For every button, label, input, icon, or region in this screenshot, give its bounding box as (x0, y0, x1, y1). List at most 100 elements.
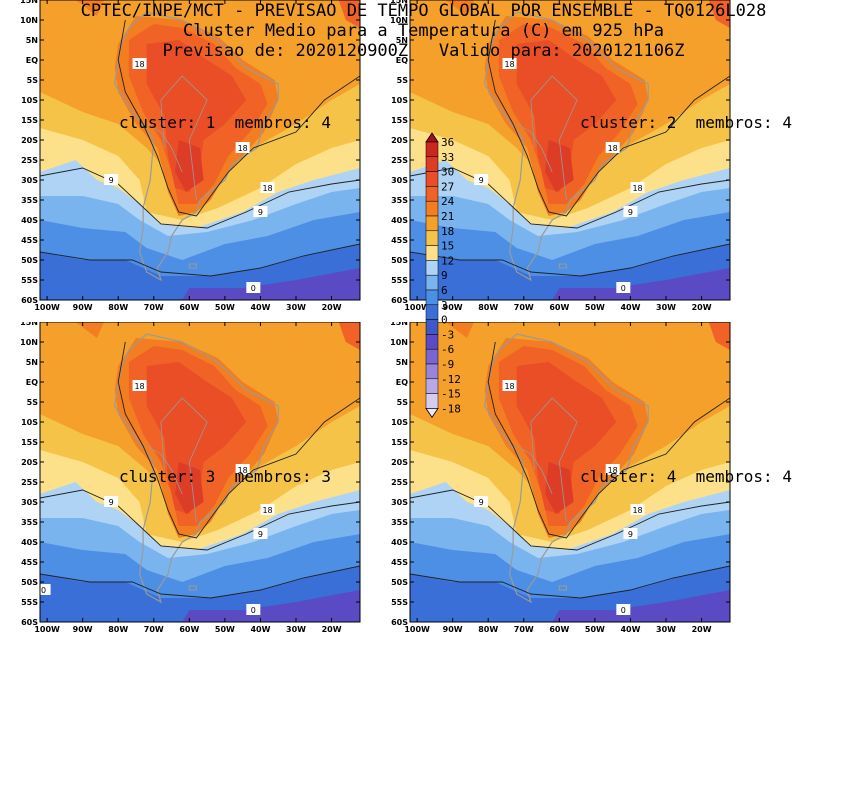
lon-label: 30W (286, 303, 306, 312)
colorbar-arrow-bottom (425, 407, 439, 419)
lat-label: 30S (21, 176, 38, 185)
temp-band-24-africa (708, 0, 730, 28)
contour-label-bg (474, 496, 489, 507)
contour-label-bg (40, 584, 51, 595)
contour-0 (40, 243, 360, 277)
contour-label: 18 (134, 60, 144, 69)
contour-18 (487, 341, 730, 539)
cluster-map: 18 18 18 9 9 0 15N 10N 5N EQ 5S 10S 15S 20S 25S 30S 35S 4… (390, 318, 731, 634)
lat-label: 5N (26, 36, 38, 45)
contour-label-bg (605, 464, 620, 475)
lat-label: 40S (391, 538, 408, 547)
contour-label-bg (104, 496, 119, 507)
contour-label: 18 (504, 382, 514, 391)
lon-label: 70W (514, 625, 534, 634)
lat-label: 45S (391, 236, 408, 245)
lon-label: 40W (250, 625, 270, 634)
contour-label-bg (246, 282, 261, 293)
contour-label: 9 (479, 498, 484, 507)
contour-label: 0 (251, 606, 256, 615)
lat-label: 55S (21, 598, 38, 607)
contour-label: 18 (134, 382, 144, 391)
colorbar-label: 33 (441, 151, 454, 164)
lat-label: 5N (396, 358, 408, 367)
lon-label: 80W (478, 625, 498, 634)
contour-9 (40, 489, 360, 551)
contour-label: 9 (109, 498, 114, 507)
contour-label: 18 (238, 466, 248, 475)
colorbar-swatch (425, 334, 439, 350)
lat-label: 55S (391, 276, 408, 285)
lat-label: 60S (391, 296, 408, 305)
lat-label: 10S (391, 418, 408, 427)
lat-label: 50S (21, 578, 38, 587)
colorbar-label: 36 (441, 136, 454, 149)
lat-label: 15N (390, 0, 408, 5)
contour-label: 0 (621, 284, 626, 293)
colorbar-swatch (425, 348, 439, 365)
contour-label-bg (630, 182, 645, 193)
contour-label: 18 (608, 144, 618, 153)
lat-label: EQ (396, 56, 408, 65)
country-border (160, 75, 208, 201)
lat-label: 25S (391, 156, 408, 165)
panel-title: cluster: 1 membros: 4 (119, 113, 331, 132)
colorbar-label: 18 (441, 225, 454, 238)
lon-label: 50W (585, 625, 605, 634)
colorbar-label: 21 (441, 210, 454, 223)
colorbar-swatch (425, 304, 439, 320)
temp-band-24-africa (338, 0, 360, 28)
panel-title: cluster: 4 membros: 4 (580, 467, 792, 486)
contour-label: 18 (504, 60, 514, 69)
lat-label: 10S (21, 96, 38, 105)
map-frame (39, 321, 361, 623)
lat-label: 20S (391, 136, 408, 145)
temp-band-30 (175, 140, 204, 192)
contour-label-bg (253, 206, 268, 217)
lon-label: 60W (179, 625, 199, 634)
contour-label: 9 (628, 208, 633, 217)
contour-label: 18 (632, 184, 642, 193)
contour-label-bg (235, 142, 250, 153)
header-title: CPTEC/INPE/MCT - PREVISAO DE TEMPO GLOBA… (80, 1, 767, 21)
lat-label: 25S (21, 156, 38, 165)
temp-band-neg (552, 268, 730, 300)
lon-label: 70W (144, 303, 164, 312)
lat-label: 20S (21, 136, 38, 145)
colorbar-swatch (425, 215, 439, 232)
colorbar-label: 3 (441, 299, 448, 312)
colorbar-label: 27 (441, 180, 454, 193)
colorbar-label: -3 (441, 328, 454, 341)
header-subtitle: Cluster Medio para a Temperatura (C) em … (182, 21, 665, 41)
contour-label: 9 (479, 176, 484, 185)
contour-label-bg (260, 504, 275, 515)
temp-band-24-africa (708, 322, 730, 350)
colorbar-label: -15 (441, 388, 461, 401)
lat-label: 10N (390, 16, 408, 25)
lat-label: 50S (391, 578, 408, 587)
map-frame (409, 0, 731, 301)
lat-label: 30S (21, 498, 38, 507)
falkland-islands (188, 585, 197, 591)
temp-band-24-africa (338, 322, 360, 350)
lat-label: 45S (21, 558, 38, 567)
contour-18 (487, 19, 730, 217)
lat-label: 45S (391, 558, 408, 567)
map-frame (39, 0, 361, 301)
lat-label: 5S (27, 398, 39, 407)
contour-label-bg (616, 604, 631, 615)
lat-label: 15S (391, 438, 408, 447)
colorbar-swatch (425, 260, 439, 276)
colorbar-swatch (425, 393, 439, 409)
contour-label-bg (474, 174, 489, 185)
lon-label: 70W (144, 625, 164, 634)
lon-label: 40W (620, 625, 640, 634)
lon-label: 90W (443, 303, 463, 312)
contour-label-bg (246, 604, 261, 615)
colorbar-swatch (425, 230, 439, 246)
country-border (146, 123, 183, 173)
lat-label: 30S (391, 498, 408, 507)
contour-0 (40, 565, 360, 599)
falkland-islands (558, 585, 567, 591)
contour-label-bg (253, 528, 268, 539)
